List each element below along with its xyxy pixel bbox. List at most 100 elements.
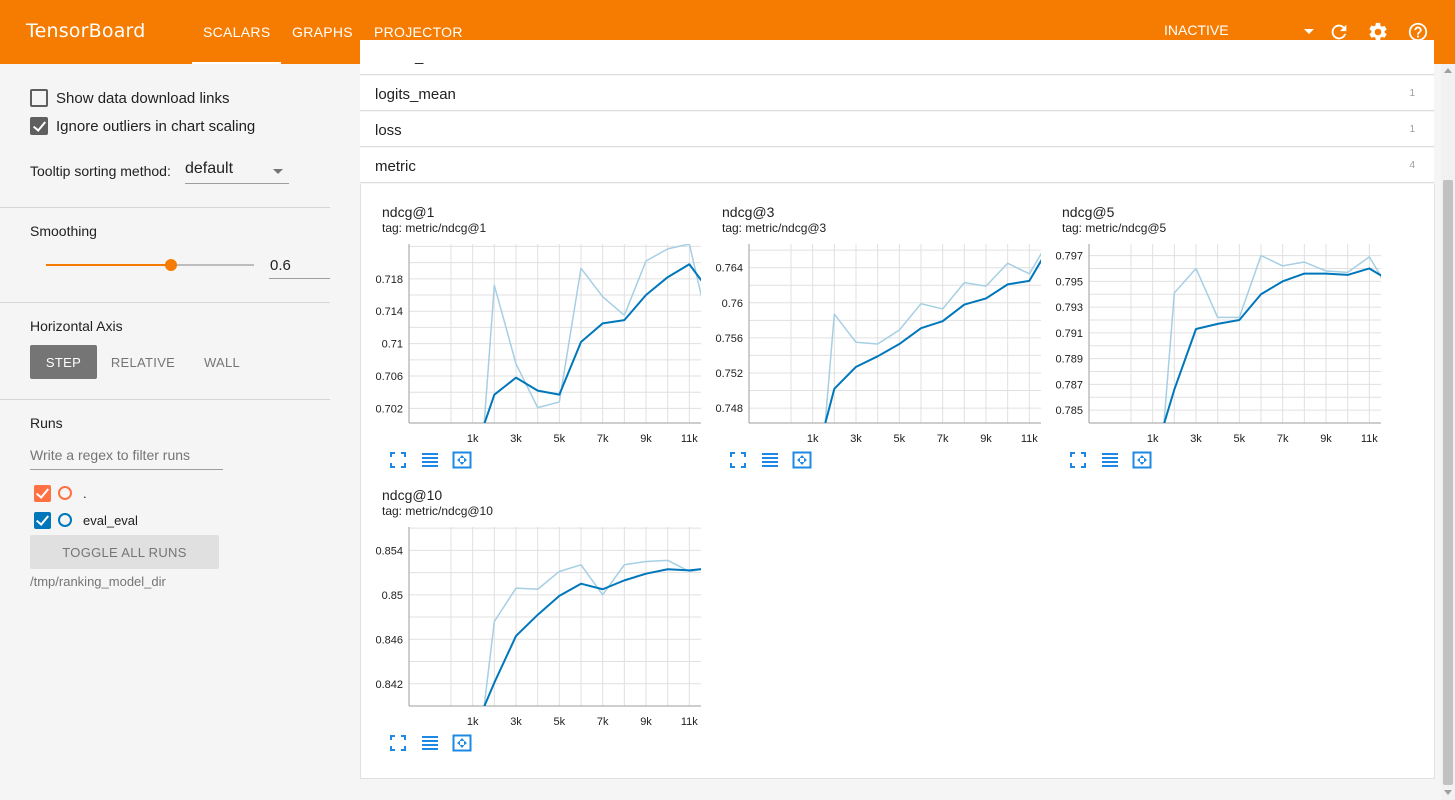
chart-y-tick-label: 0.714 (375, 306, 403, 318)
divider (0, 302, 330, 303)
tab-scalars[interactable]: SCALARS (191, 24, 283, 64)
help-icon[interactable] (1407, 21, 1429, 43)
run-checkbox[interactable] (34, 484, 51, 502)
smoothing-slider-fill (46, 264, 171, 266)
chart-y-tick-label: 0.85 (382, 590, 403, 602)
chart-x-tick-label: 11k (1361, 433, 1378, 444)
divider (0, 399, 330, 400)
run-color-swatch[interactable] (58, 513, 72, 527)
chart-x-tick-label: 3k (1190, 433, 1202, 444)
chart-x-tick-label: 7k (937, 433, 949, 444)
axis-wall-button[interactable]: WALL (203, 354, 241, 370)
chart-series-line (1163, 267, 1381, 423)
chart-x-tick-label: 5k (894, 433, 906, 444)
chart-y-tick-label: 0.756 (715, 333, 743, 345)
smoothing-slider-handle[interactable] (165, 259, 177, 271)
list-icon[interactable] (420, 450, 440, 470)
chart-x-tick-label: 1k (807, 433, 819, 444)
chart-y-tick-label: 0.787 (1055, 379, 1083, 391)
checkbox-box[interactable] (30, 117, 48, 135)
chart-tag: tag: metric/ndcg@1 (382, 221, 487, 235)
chart-y-tick-label: 0.706 (375, 371, 403, 383)
chart-y-tick-label: 0.752 (715, 368, 743, 380)
tag-group-name: logits_mean (375, 86, 456, 103)
run-label: eval_eval (83, 512, 138, 528)
fit-domain-icon[interactable] (452, 733, 472, 753)
chart-tag: tag: metric/ndcg@5 (1062, 221, 1167, 235)
fullscreen-icon[interactable] (388, 450, 408, 470)
tag-group-count: 1 (1409, 124, 1415, 135)
tab-projector[interactable]: PROJECTOR (374, 24, 463, 40)
chart-title: ndcg@3 (722, 204, 775, 220)
axis-relative-button[interactable]: RELATIVE (110, 354, 176, 370)
show-download-links-checkbox[interactable]: Show data download links (30, 88, 229, 108)
tag-group-row[interactable]: metric 4 (360, 148, 1434, 183)
tag-group-row[interactable]: logits_mean 1 (360, 76, 1434, 111)
run-item[interactable]: eval_eval (34, 511, 138, 529)
list-icon[interactable] (1100, 450, 1120, 470)
fullscreen-icon[interactable] (728, 450, 748, 470)
settings-gear-icon[interactable] (1367, 21, 1389, 43)
chart-x-tick-label: 9k (980, 433, 992, 444)
tag-group-row[interactable]: loss 1 (360, 112, 1434, 147)
tag-group-name: loss (375, 122, 402, 139)
chart-plot[interactable]: 0.785 0.787 0.789 0.791 0.793 0.795 0.797 1k 3k 5… (1041, 234, 1381, 444)
show-download-links-label: Show data download links (56, 89, 230, 107)
ignore-outliers-checkbox[interactable]: Ignore outliers in chart scaling (30, 116, 255, 136)
chart-plot[interactable]: 0.702 0.706 0.71 0.714 0.718 1k 3k 5k 7k 9k 11k (361, 234, 701, 444)
run-label: . (83, 485, 87, 501)
chart-x-tick-label: 3k (510, 433, 522, 444)
run-checkbox[interactable] (34, 511, 51, 529)
toggle-all-runs-button[interactable]: TOGGLE ALL RUNS (30, 535, 219, 569)
chart-x-tick-label: 1k (467, 716, 479, 727)
tooltip-sorting-label: Tooltip sorting method: (30, 163, 171, 179)
chart-x-tick-label: 7k (597, 716, 609, 727)
chart-y-tick-label: 0.748 (715, 403, 743, 415)
fullscreen-icon[interactable] (1068, 450, 1088, 470)
tooltip-sorting-dropdown[interactable]: default (185, 160, 289, 184)
chart-card: ndcg@3 tag: metric/ndcg@3 0.748 0.752 0.75… (701, 184, 1041, 469)
chart-y-tick-label: 0.846 (375, 634, 403, 646)
chart-y-tick-label: 0.71 (382, 339, 403, 351)
scroll-up-arrow-icon[interactable] (1444, 68, 1452, 73)
chart-x-tick-label: 5k (554, 433, 566, 444)
ignore-outliers-label: Ignore outliers in chart scaling (56, 117, 256, 135)
scroll-down-arrow-icon[interactable] (1444, 790, 1452, 795)
chevron-down-icon (273, 169, 283, 174)
chart-y-tick-label: 0.793 (1055, 302, 1083, 314)
chart-tag: tag: metric/ndcg@3 (722, 221, 827, 235)
fit-domain-icon[interactable] (792, 450, 812, 470)
chart-x-tick-label: 5k (554, 716, 566, 727)
list-icon[interactable] (420, 733, 440, 753)
chart-series-line (824, 259, 1041, 423)
chart-series-line (483, 244, 701, 423)
tab-graphs[interactable]: GRAPHS (292, 24, 353, 40)
chart-x-tick-label: 11k (1021, 433, 1038, 444)
axis-step-button[interactable]: STEP (30, 345, 97, 379)
smoothing-input[interactable]: 0.6 (269, 255, 330, 279)
chart-x-tick-label: 3k (850, 433, 862, 444)
scrollbar-thumb[interactable] (1443, 180, 1453, 785)
list-icon[interactable] (760, 450, 780, 470)
chart-x-tick-label: 9k (1320, 433, 1332, 444)
tag-group-row-partial[interactable]: _ (360, 40, 1434, 75)
fullscreen-icon[interactable] (388, 733, 408, 753)
smoothing-label: Smoothing (30, 223, 97, 239)
fit-domain-icon[interactable] (452, 450, 472, 470)
chart-plot[interactable]: 0.748 0.752 0.756 0.76 0.764 1k 3k 5k 7k 9k 11k (701, 234, 1041, 444)
run-color-swatch[interactable] (58, 486, 72, 500)
chevron-down-icon (1304, 29, 1314, 34)
plugin-dropdown-value: INACTIVE (1164, 22, 1229, 38)
chart-y-tick-label: 0.702 (375, 403, 403, 415)
chart-tag: tag: metric/ndcg@10 (382, 504, 493, 518)
run-item[interactable]: . (34, 484, 87, 502)
chart-card: ndcg@10 tag: metric/ndcg@10 0.842 0.846 0.… (361, 467, 701, 752)
chart-y-tick-label: 0.76 (722, 298, 743, 310)
chart-plot[interactable]: 0.842 0.846 0.85 0.854 1k 3k 5k 7k 9k 11k (361, 517, 701, 727)
tag-group-name: _ (415, 48, 424, 65)
fit-domain-icon[interactable] (1132, 450, 1152, 470)
checkbox-box[interactable] (30, 89, 48, 107)
chart-y-tick-label: 0.854 (375, 545, 403, 557)
metric-group-panel: ndcg@1 tag: metric/ndcg@1 0.702 0.706 0.71… (360, 184, 1435, 779)
run-filter-input[interactable]: Write a regex to filter runs (30, 447, 223, 470)
